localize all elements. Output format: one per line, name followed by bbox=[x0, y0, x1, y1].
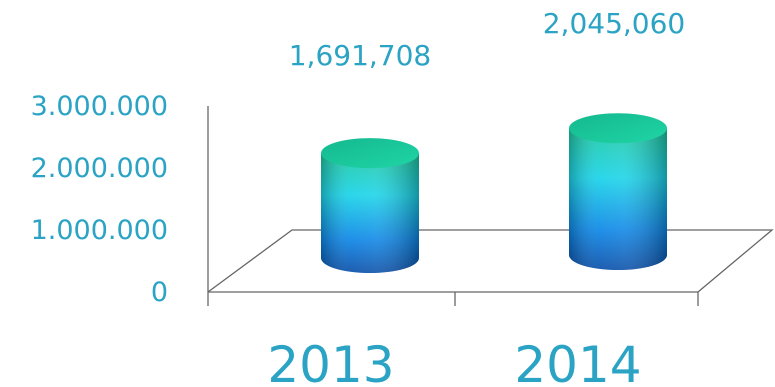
data-label: 1,691,708 bbox=[289, 39, 432, 72]
x-tick-labels: 2013 2014 bbox=[267, 336, 641, 387]
bar-top bbox=[569, 113, 667, 144]
data-label: 2,045,060 bbox=[543, 7, 686, 40]
bar-cylinder bbox=[321, 138, 419, 273]
bar-shading bbox=[321, 153, 419, 273]
floor-plane bbox=[207, 229, 774, 293]
x-tick-label: 2013 bbox=[267, 336, 394, 387]
y-tick-label: 0 bbox=[151, 277, 168, 308]
bar-cylinder bbox=[569, 113, 667, 270]
bar-shading bbox=[569, 128, 667, 270]
floor-outline bbox=[207, 229, 774, 293]
x-tick-label: 2014 bbox=[514, 336, 641, 387]
data-labels: 1,691,708 2,045,060 bbox=[289, 7, 686, 72]
axes bbox=[207, 106, 699, 306]
y-tick-label: 2.000.000 bbox=[31, 153, 168, 184]
y-tick-label: 1.000.000 bbox=[31, 215, 168, 246]
bars bbox=[321, 113, 667, 273]
bar-top bbox=[321, 138, 419, 169]
y-tick-labels: 0 1.000.000 2.000.000 3.000.000 bbox=[31, 91, 168, 308]
y-tick-label: 3.000.000 bbox=[31, 91, 168, 122]
